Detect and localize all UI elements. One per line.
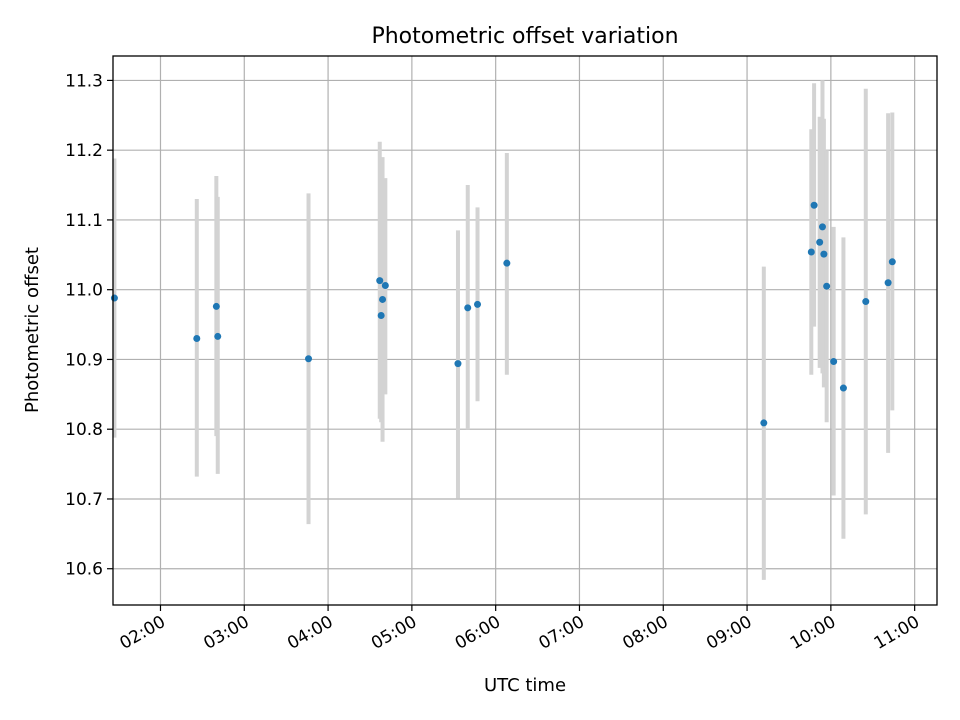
x-tick-label: 04:00 (284, 612, 336, 654)
x-axis-label: UTC time (484, 675, 566, 696)
data-point (193, 335, 201, 343)
data-point (376, 277, 384, 285)
data-point (862, 298, 870, 306)
y-tick-label: 11.2 (65, 141, 103, 161)
data-point (214, 332, 222, 340)
x-tick-label: 07:00 (536, 612, 588, 654)
point-layer (110, 201, 896, 427)
data-point (503, 259, 511, 267)
data-point (820, 250, 828, 258)
y-tick-label: 10.8 (65, 420, 103, 440)
x-tick-label: 06:00 (452, 612, 504, 654)
y-tick-label: 10.9 (65, 350, 103, 370)
data-point (464, 304, 472, 312)
grid-layer (113, 56, 937, 605)
data-point (888, 258, 896, 266)
data-point (830, 358, 838, 366)
data-point (381, 282, 389, 290)
x-tick-label: 09:00 (703, 612, 755, 654)
x-tick-label: 11:00 (871, 612, 923, 654)
tick-layer: 02:00 03:00 04:00 05:00 06:00 07:00 08:00 09:00… (65, 71, 923, 653)
chart-title: Photometric offset variation (371, 24, 678, 49)
data-point (305, 355, 313, 363)
y-axis-label: Photometric offset (22, 247, 43, 413)
data-point (823, 282, 831, 290)
data-point (474, 300, 482, 308)
data-point (810, 201, 818, 209)
y-tick-label: 11.1 (65, 211, 103, 231)
data-point (839, 384, 847, 392)
data-point (760, 419, 768, 427)
x-tick-label: 08:00 (619, 612, 671, 654)
data-point (212, 302, 220, 310)
errorbar-layer (112, 80, 895, 580)
data-point (818, 223, 826, 231)
data-point (807, 248, 815, 256)
data-point (110, 294, 118, 302)
y-tick-label: 10.7 (65, 490, 103, 510)
y-tick-label: 11.3 (65, 71, 103, 91)
x-tick-label: 02:00 (117, 612, 169, 654)
data-point (454, 360, 462, 368)
y-tick-label: 11.0 (65, 281, 103, 301)
data-point (816, 238, 824, 246)
plot-frame (112, 55, 938, 606)
data-point (884, 279, 892, 287)
data-point (379, 295, 387, 303)
x-tick-label: 03:00 (200, 612, 252, 654)
x-tick-label: 05:00 (368, 612, 420, 654)
y-tick-label: 10.6 (65, 560, 103, 580)
data-point (377, 312, 385, 320)
x-tick-label: 10:00 (787, 612, 839, 654)
